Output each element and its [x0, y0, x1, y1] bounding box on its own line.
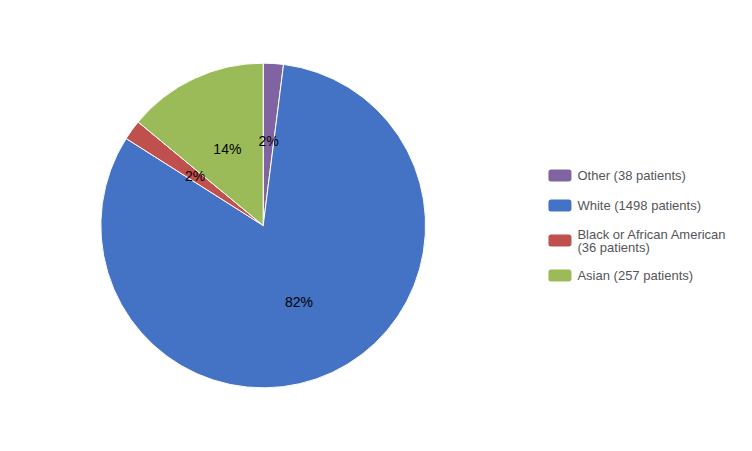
svg-text:82%: 82%	[285, 294, 313, 310]
svg-text:Asian (257 patients): Asian (257 patients)	[577, 268, 693, 283]
svg-text:14%: 14%	[213, 141, 241, 157]
svg-text:(36 patients): (36 patients)	[577, 240, 649, 255]
svg-text:2%: 2%	[185, 168, 205, 184]
svg-text:2%: 2%	[258, 133, 278, 149]
svg-text:Other (38 patients): Other (38 patients)	[577, 168, 685, 183]
svg-text:Black or African American: Black or African American	[577, 226, 726, 242]
svg-text:White (1498 patients): White (1498 patients)	[577, 198, 701, 213]
